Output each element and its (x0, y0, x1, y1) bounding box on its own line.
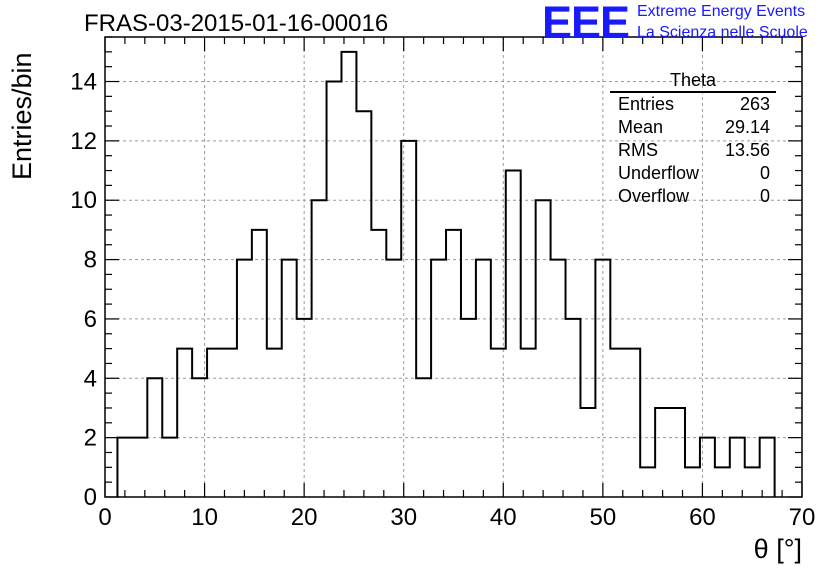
histogram-bin (327, 82, 342, 497)
histogram-bin (177, 349, 192, 497)
histogram-bin (341, 52, 356, 497)
histogram-bin (416, 378, 431, 497)
stats-row-mean: Mean 29.14 (610, 116, 776, 139)
histogram-bin (267, 349, 282, 497)
histogram-bin (401, 141, 416, 497)
histogram-bin (162, 438, 177, 497)
histogram-bin (655, 408, 670, 497)
x-tick-label: 50 (590, 504, 617, 531)
x-tick-label: 20 (291, 504, 318, 531)
x-tick-label: 40 (490, 504, 517, 531)
histogram-bin (461, 319, 476, 497)
x-tick-label: 70 (789, 504, 816, 531)
y-axis-label: Entries/bin (7, 52, 37, 180)
y-tick-label: 10 (70, 187, 97, 214)
histogram-bin (237, 260, 252, 497)
histogram-bin (386, 260, 401, 497)
y-tick-label: 12 (70, 128, 97, 155)
histogram-bin (580, 408, 595, 497)
y-tick-label: 6 (84, 306, 97, 333)
histogram-bin (610, 349, 625, 497)
histogram-bin (491, 349, 506, 497)
y-tick-label: 4 (84, 365, 97, 392)
logo-subtitle-line1: Extreme Energy Events (637, 3, 806, 20)
histogram-bin (356, 111, 371, 497)
histogram-bin (551, 260, 566, 497)
tick-labels: 0 10 20 30 40 50 60 70 0 2 4 6 8 10 12 14 (70, 69, 815, 531)
histogram-bin (371, 230, 386, 497)
grid-lines (105, 37, 802, 497)
histogram-bin (252, 230, 267, 497)
eee-logo: EEE (542, 0, 630, 48)
chart-title: FRAS-03-2015-01-16-00016 (84, 10, 389, 37)
y-tick-label: 8 (84, 247, 97, 274)
histogram-bin (506, 171, 521, 497)
histogram-bin (566, 319, 581, 497)
histogram-series (116, 50, 776, 497)
stats-value: 29.14 (724, 117, 770, 137)
histogram-bin (132, 438, 147, 497)
stats-label: Overflow (618, 186, 690, 206)
histogram-bin (222, 349, 237, 497)
histogram-bin (207, 349, 222, 497)
histogram-bin (476, 260, 491, 497)
logo-subtitle-line2: La Scienza nelle Scuole (637, 24, 808, 41)
stats-row-entries: Entries 263 (610, 93, 776, 116)
histogram-bin (446, 230, 461, 497)
stats-value: 0 (759, 163, 770, 183)
x-tick-label: 60 (689, 504, 716, 531)
x-tick-label: 30 (390, 504, 417, 531)
histogram-bin (147, 378, 162, 497)
histogram-bin (117, 438, 132, 497)
stats-label: Entries (618, 94, 675, 114)
stats-label: Underflow (618, 163, 700, 183)
histogram-bin (282, 260, 297, 497)
histogram-bin (192, 378, 207, 497)
stats-row-rms: RMS 13.56 (610, 139, 776, 162)
stats-value: 263 (739, 94, 770, 114)
histogram-bin (297, 319, 312, 497)
stats-value: 0 (759, 186, 770, 206)
histogram-bin (521, 349, 536, 497)
histogram-bin (312, 200, 327, 497)
histogram-bin (431, 260, 446, 497)
stats-label: Mean (618, 117, 664, 137)
stats-box: Theta Entries 263 Mean 29.14 RMS 13.56 U… (610, 70, 776, 208)
histogram-bin (536, 200, 551, 497)
y-tick-label: 0 (84, 484, 97, 511)
histogram-outline (116, 50, 776, 497)
y-tick-label: 2 (84, 425, 97, 452)
axes (104, 36, 803, 498)
histogram-bin (760, 438, 775, 497)
histogram-bin (685, 467, 700, 497)
x-tick-label: 0 (98, 504, 111, 531)
x-tick-label: 10 (191, 504, 218, 531)
histogram-bin (625, 349, 640, 497)
stats-value: 13.56 (724, 140, 770, 160)
x-axis-label: θ [°] (754, 534, 802, 564)
plot-frame (104, 36, 803, 498)
histogram-bin (670, 408, 685, 497)
histogram-bin (595, 260, 610, 497)
stats-row-overflow: Overflow 0 (610, 185, 776, 208)
histogram-bin (745, 467, 760, 497)
y-tick-label: 14 (70, 69, 97, 96)
histogram-bin (730, 438, 745, 497)
stats-label: RMS (618, 140, 658, 160)
stats-title: Theta (610, 70, 776, 93)
stats-row-underflow: Underflow 0 (610, 162, 776, 185)
